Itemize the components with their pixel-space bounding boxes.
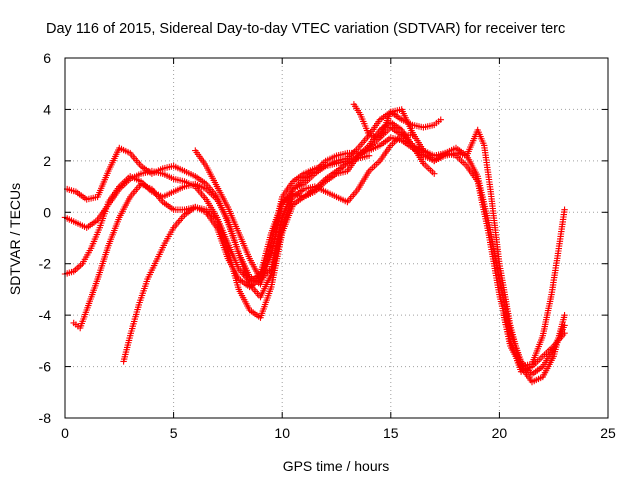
x-tick-label: 10 [274,425,290,441]
chart-title: Day 116 of 2015, Sidereal Day-to-day VTE… [46,21,565,37]
y-tick-label: 0 [43,204,51,220]
x-tick-label: 5 [170,425,178,441]
axis-ticks: 0 5 10 15 20 25 -8 -6 -4 -2 0 2 4 6 [39,50,616,441]
y-tick-label: 2 [43,153,51,169]
data-point [561,206,568,213]
data-points [61,101,568,386]
data-point [437,116,444,123]
x-tick-label: 15 [383,425,399,441]
data-point [561,311,568,319]
series-track-7 [350,101,568,386]
y-tick-label: -4 [39,307,52,323]
series-track-4 [70,152,373,332]
data-point [431,170,438,177]
x-axis-label: GPS time / hours [283,458,390,474]
y-tick-label: -2 [39,256,52,272]
plot-frame [64,57,609,419]
x-tick-label: 0 [61,425,69,441]
x-tick-label: 25 [600,425,616,441]
x-tick-label: 20 [492,425,508,441]
y-tick-label: 4 [43,101,51,117]
y-axis-label: SDTVAR / TECUs [7,183,23,295]
y-tick-label: 6 [43,50,51,66]
y-tick-label: -6 [39,359,52,375]
y-tick-label: -8 [39,410,52,426]
series-track-8 [500,206,568,370]
